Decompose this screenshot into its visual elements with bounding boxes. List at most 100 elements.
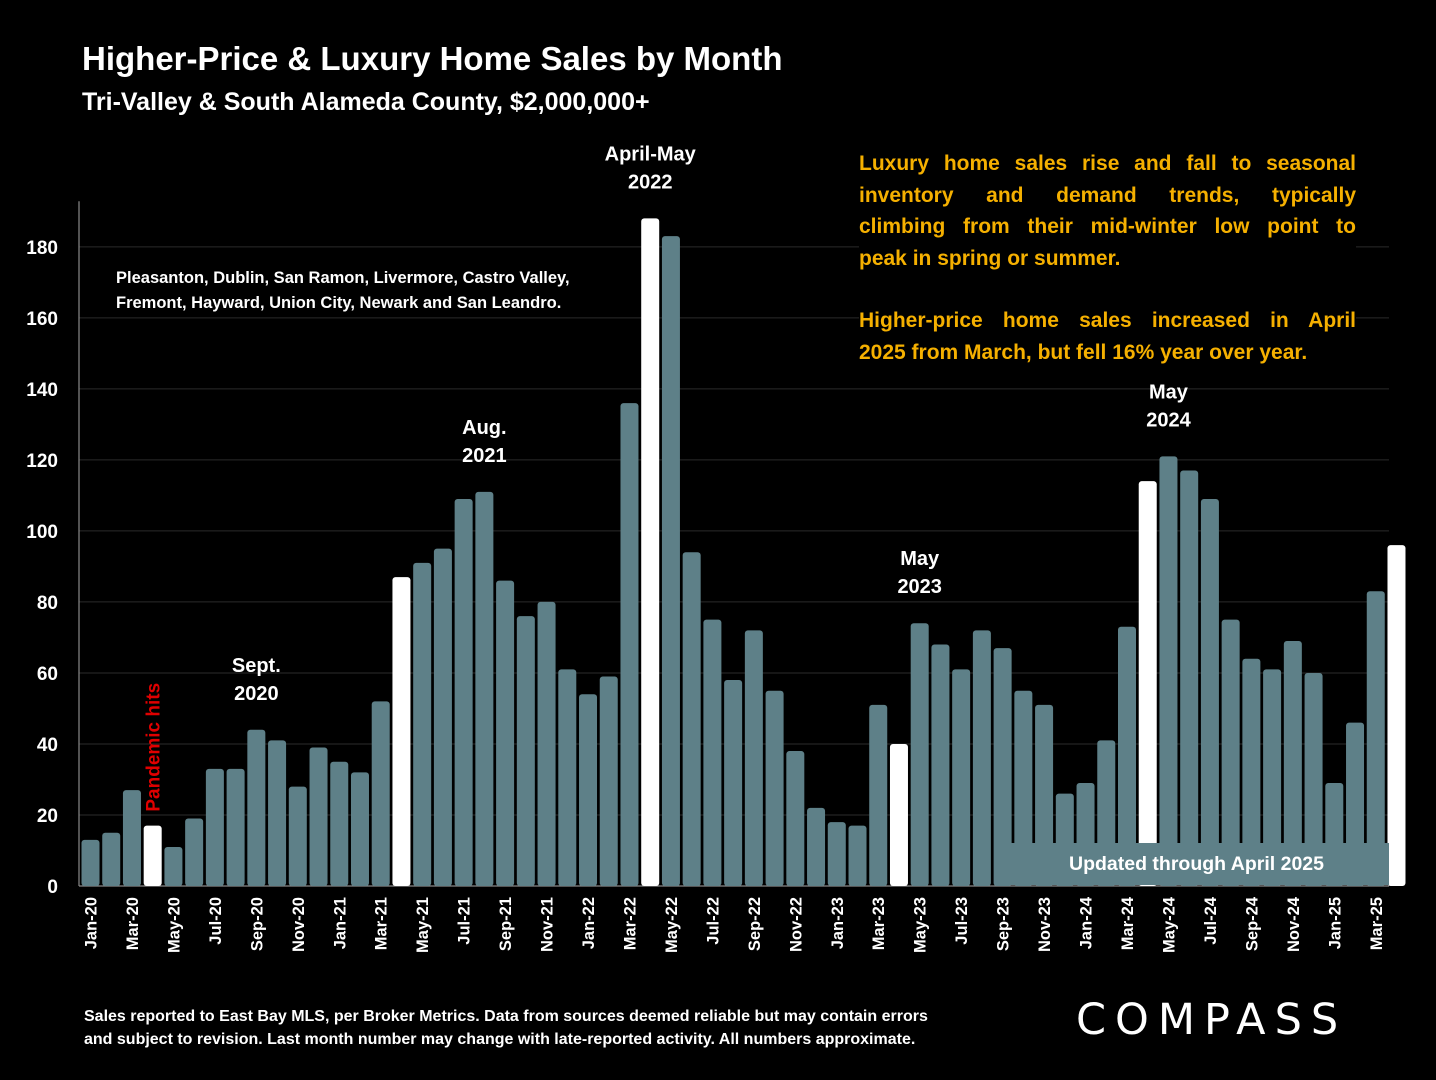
commentary-line: climbing from their mid-winter low point… <box>859 215 1356 238</box>
bar <box>1242 658 1261 886</box>
y-tick-label: 80 <box>37 593 58 614</box>
x-tick-label: Mar-22 <box>621 897 639 950</box>
bar <box>247 729 266 886</box>
bar <box>143 825 162 886</box>
x-tick-label: Sep-23 <box>995 897 1013 951</box>
bar <box>1200 498 1219 886</box>
x-tick-label: May-22 <box>663 897 681 953</box>
bar <box>288 786 307 886</box>
bar <box>309 747 328 886</box>
annotation-label: Aug. <box>462 417 506 439</box>
x-tick-label: Nov-22 <box>787 897 805 952</box>
pandemic-label: Pandemic hits <box>144 683 165 812</box>
commentary-line: 2025 from March, but fell 16% year over … <box>859 340 1308 364</box>
y-tick-label: 180 <box>26 238 58 259</box>
bar <box>786 751 805 886</box>
bar <box>1035 704 1054 886</box>
updated-through-badge: Updated through April 2025 <box>1004 843 1389 885</box>
bar <box>433 548 452 886</box>
x-tick-label: Jul-21 <box>456 897 474 945</box>
cities-note-line: Pleasanton, Dublin, San Ramon, Livermore… <box>116 269 570 287</box>
y-tick-label: 100 <box>26 522 58 543</box>
x-tick-label: Sep-21 <box>497 897 515 951</box>
bar <box>952 669 971 886</box>
chart-title: Higher-Price & Luxury Home Sales by Mont… <box>82 40 783 77</box>
footnote-line: Sales reported to East Bay MLS, per Brok… <box>84 1008 928 1025</box>
x-tick-label: Nov-24 <box>1285 896 1303 952</box>
commentary-line: inventory and demand trends, typically <box>859 183 1356 207</box>
bar <box>454 498 473 886</box>
x-tick-label: Jul-23 <box>953 897 971 945</box>
x-tick-label: Jul-24 <box>1202 896 1220 945</box>
bar <box>993 648 1012 886</box>
bar <box>226 768 245 886</box>
bar <box>889 743 908 886</box>
x-tick-label: Jan-22 <box>580 897 598 949</box>
bar <box>848 825 867 886</box>
source-footnote: Sales reported to East Bay MLS, per Brok… <box>84 1005 928 1051</box>
bar <box>1283 640 1302 886</box>
bar <box>330 761 349 886</box>
x-tick-label: May-21 <box>414 897 432 953</box>
bar <box>81 839 100 886</box>
y-tick-label: 60 <box>37 664 58 685</box>
y-tick-label: 160 <box>26 309 58 330</box>
bar <box>744 630 763 886</box>
annotation-label: 2024 <box>1146 409 1191 431</box>
commentary-line: Luxury home sales rise and fall to seaso… <box>859 152 1356 175</box>
bar <box>599 676 618 886</box>
bar <box>1221 619 1240 886</box>
commentary-text: Luxury home sales rise and fall to seaso… <box>859 148 1356 368</box>
annotation-label: May <box>900 548 940 570</box>
y-tick-label: 140 <box>26 380 58 401</box>
bar <box>641 218 660 887</box>
bar <box>1263 669 1282 886</box>
bar <box>537 601 556 886</box>
y-tick-label: 40 <box>37 735 58 756</box>
x-tick-label: Sep-22 <box>746 897 764 951</box>
footnote-line: and subject to revision. Last month numb… <box>84 1031 916 1048</box>
x-tick-label: Nov-20 <box>290 897 308 952</box>
x-tick-label: Mar-20 <box>124 897 142 950</box>
y-tick-label: 0 <box>47 877 58 898</box>
bar <box>1138 481 1157 886</box>
x-tick-label: Nov-21 <box>539 897 557 952</box>
bar <box>371 701 390 886</box>
x-tick-label: Jan-20 <box>83 897 101 949</box>
bar <box>516 616 535 886</box>
cities-note-line: Fremont, Hayward, Union City, Newark and… <box>116 294 562 312</box>
x-tick-label: Jan-24 <box>1078 896 1096 949</box>
annotation-label: April-May <box>605 143 697 165</box>
bar <box>475 491 494 886</box>
bar <box>268 740 287 886</box>
bar <box>392 577 411 886</box>
bar <box>972 630 991 886</box>
bar <box>1118 626 1136 886</box>
bar <box>122 790 141 886</box>
bar <box>620 403 639 886</box>
chart-subtitle: Tri-Valley & South Alameda County, $2,00… <box>82 88 650 116</box>
x-tick-label: Mar-25 <box>1368 897 1386 950</box>
annotation-label: Sept. <box>232 655 281 677</box>
bar <box>724 680 743 886</box>
bar <box>661 236 680 887</box>
bar <box>1304 672 1323 886</box>
bar <box>1387 545 1406 886</box>
annotation-label: 2020 <box>234 683 279 705</box>
x-tick-label: Mar-21 <box>373 897 391 950</box>
bar <box>205 768 224 886</box>
x-tick-label: Nov-23 <box>1036 897 1054 952</box>
annotation-label: May <box>1149 381 1189 403</box>
bar <box>164 846 183 886</box>
annotation-label: 2022 <box>628 171 673 193</box>
bar <box>1014 690 1033 886</box>
compass-logo: COMPASS <box>1076 995 1348 1045</box>
x-tick-label: Mar-24 <box>1119 896 1137 950</box>
bar <box>185 818 204 886</box>
x-tick-label: Mar-23 <box>870 897 888 950</box>
bar <box>1159 456 1178 886</box>
bar <box>765 690 784 886</box>
bar <box>558 669 577 886</box>
bar <box>1180 470 1199 886</box>
bar <box>910 623 929 886</box>
